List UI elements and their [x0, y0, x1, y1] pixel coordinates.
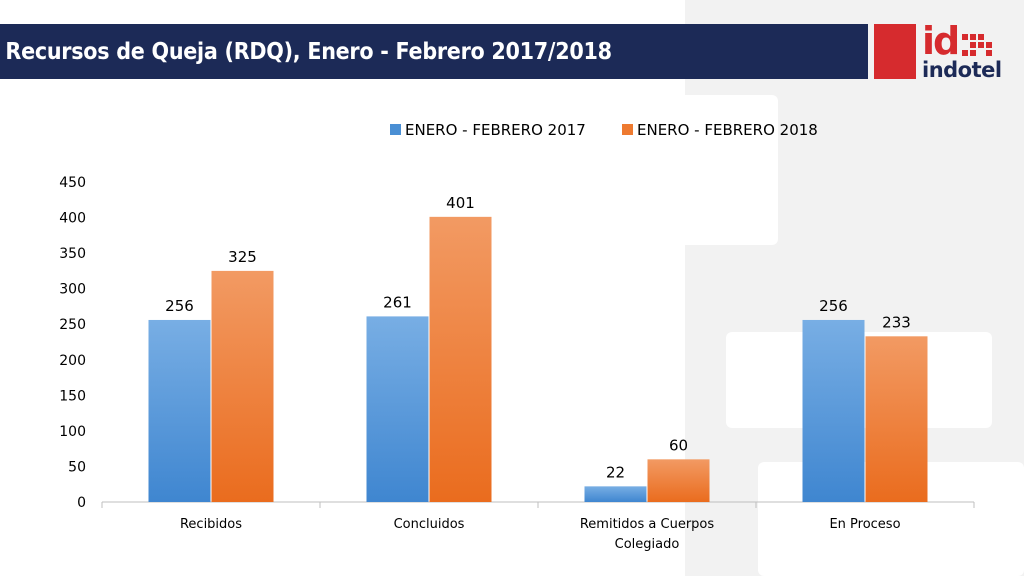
bar [865, 336, 928, 502]
y-tick-label: 100 [59, 424, 86, 440]
logo-accent-block [874, 24, 916, 79]
slide-title: Recursos de Queja (RDQ), Enero - Febrero… [5, 38, 612, 65]
data-label: 256 [165, 297, 194, 315]
bar [211, 270, 274, 502]
y-tick-label: 400 [59, 211, 86, 227]
y-tick-label: 250 [59, 317, 86, 333]
y-tick-label: 150 [59, 388, 86, 404]
y-tick-label: 200 [59, 353, 86, 369]
y-tick-label: 450 [59, 175, 86, 191]
legend-label: ENERO - FEBRERO 2017 [405, 121, 586, 139]
category-label: Recibidos [180, 517, 242, 532]
data-label: 22 [606, 463, 625, 481]
y-tick-label: 300 [59, 282, 86, 298]
y-tick-label: 350 [59, 246, 86, 262]
category-label: En Proceso [829, 517, 900, 532]
background-card [560, 95, 778, 245]
bar [647, 459, 710, 502]
logo-id-text: id [922, 19, 960, 63]
data-label: 325 [228, 248, 257, 266]
legend-swatch [622, 124, 633, 135]
data-label: 401 [446, 194, 475, 212]
bar [366, 316, 429, 502]
legend-swatch [390, 124, 401, 135]
category-label: Remitidos a Cuerpos Colegiado [580, 517, 715, 552]
data-label: 261 [383, 293, 412, 311]
category-label: Concluidos [394, 517, 465, 532]
logo-name-text: indotel [922, 58, 1002, 82]
data-label: 256 [819, 297, 848, 315]
legend-label: ENERO - FEBRERO 2018 [637, 121, 818, 139]
bar [584, 486, 647, 502]
logo-grid-icon [962, 34, 993, 56]
bar [429, 216, 492, 502]
title-bar: Recursos de Queja (RDQ), Enero - Febrero… [0, 24, 868, 79]
bar [802, 319, 865, 502]
data-label: 60 [669, 436, 688, 454]
data-label: 233 [882, 313, 911, 331]
y-tick-label: 50 [68, 459, 86, 475]
bar [148, 319, 211, 502]
y-tick-label: 0 [77, 495, 86, 511]
indotel-logo: id indotel [920, 20, 1006, 86]
